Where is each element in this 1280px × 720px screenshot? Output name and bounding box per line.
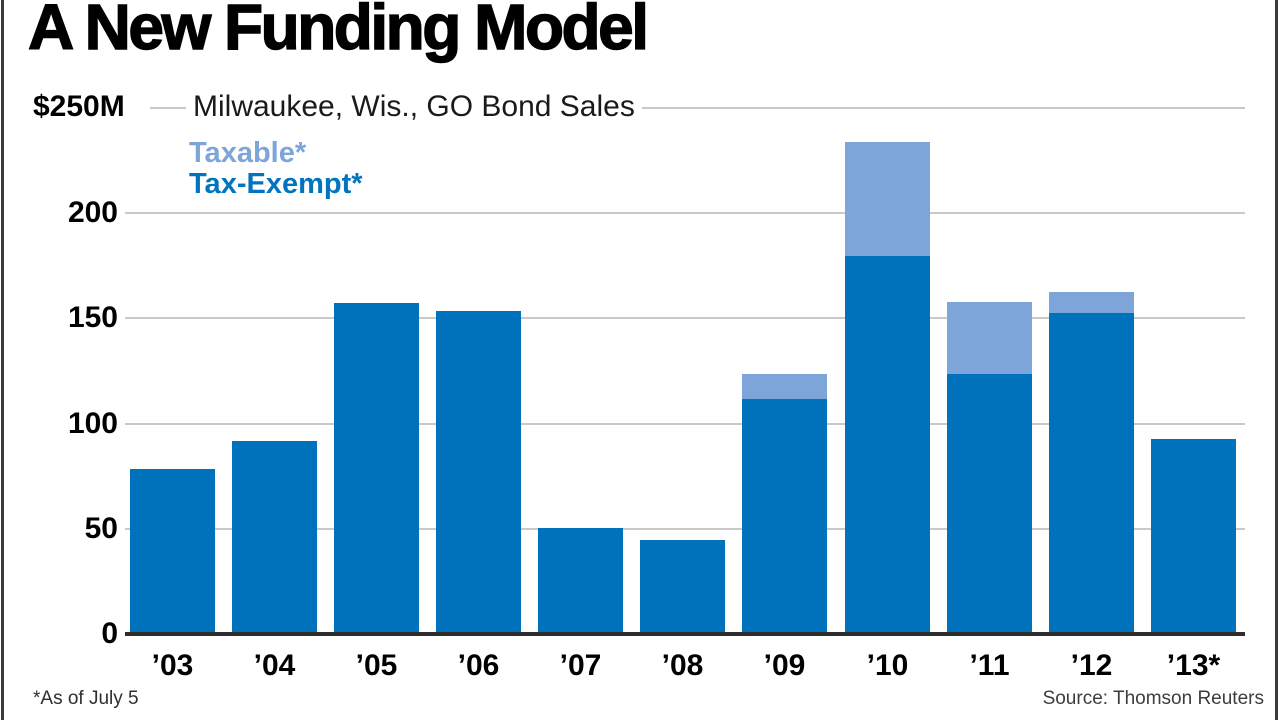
x-tick-label-07: ’07: [559, 649, 602, 682]
x-tick-label-11: ’11: [969, 649, 1010, 682]
x-tick-label-12: ’12: [1070, 649, 1113, 682]
y-tick-label-0: 0: [101, 617, 118, 650]
gridline-250: [150, 107, 1245, 109]
gridline-200: [125, 212, 1245, 214]
bar-09-taxable: [742, 374, 827, 399]
x-tick-label-04: ’04: [253, 649, 296, 682]
y-tick-label-200: 200: [67, 196, 118, 229]
chart-title: A New Funding Model: [27, 0, 649, 64]
x-tick-label-08: ’08: [661, 649, 704, 682]
bar-13-tax-exempt: [1151, 439, 1236, 633]
y-tick-label-100: 100: [67, 407, 118, 440]
bar-12-tax-exempt: [1049, 313, 1134, 633]
y-tick-label-50: 50: [84, 512, 118, 545]
legend-item-tax-exempt: Tax-Exempt*: [189, 168, 363, 200]
left-border: [1, 0, 4, 720]
bar-12-taxable: [1049, 292, 1134, 313]
right-border: [1275, 0, 1278, 720]
bar-09-tax-exempt: [742, 399, 827, 633]
legend-item-taxable: Taxable*: [189, 137, 307, 169]
x-tick-label-10: ’10: [866, 649, 909, 682]
bar-11-tax-exempt: [947, 374, 1032, 633]
x-tick-label-06: ’06: [457, 649, 500, 682]
bar-10-taxable: [845, 142, 930, 256]
bar-04-tax-exempt: [232, 441, 317, 633]
chart-legend: Taxable* Tax-Exempt*: [189, 138, 363, 200]
bar-03-tax-exempt: [130, 469, 215, 633]
bar-07-tax-exempt: [538, 528, 623, 633]
bar-05-tax-exempt: [334, 303, 419, 633]
chart-subtitle: Milwaukee, Wis., GO Bond Sales: [186, 91, 642, 123]
x-tick-label-03: ’03: [151, 649, 194, 682]
gridline-150: [125, 317, 1245, 319]
gridline-100: [125, 423, 1245, 425]
bar-11-taxable: [947, 302, 1032, 374]
source-credit: Source: Thomson Reuters: [1042, 688, 1264, 709]
x-tick-label-09: ’09: [763, 649, 806, 682]
y-axis-unit-label: $250M: [33, 90, 125, 123]
x-tick-label-13: ’13*: [1166, 649, 1221, 682]
y-tick-label-150: 150: [67, 301, 118, 334]
bar-08-tax-exempt: [640, 540, 725, 633]
gridline-50: [125, 528, 1245, 530]
x-tick-label-05: ’05: [355, 649, 398, 682]
x-axis-line: [125, 632, 1245, 636]
bar-10-tax-exempt: [845, 256, 930, 633]
bar-06-tax-exempt: [436, 311, 521, 633]
footnote: *As of July 5: [33, 688, 139, 709]
